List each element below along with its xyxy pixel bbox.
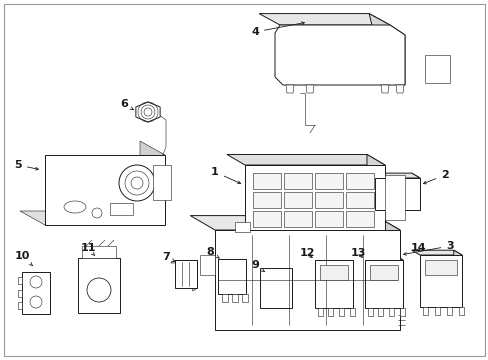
Polygon shape: [222, 294, 227, 302]
Polygon shape: [327, 308, 332, 316]
Polygon shape: [259, 14, 389, 25]
Circle shape: [131, 177, 142, 189]
Polygon shape: [374, 178, 419, 210]
Text: 12: 12: [299, 248, 314, 258]
Polygon shape: [364, 260, 402, 308]
Polygon shape: [252, 192, 281, 208]
Polygon shape: [284, 211, 311, 227]
Text: 4: 4: [250, 22, 304, 37]
Polygon shape: [411, 250, 461, 255]
Polygon shape: [411, 173, 419, 210]
Polygon shape: [367, 308, 372, 316]
Polygon shape: [244, 165, 384, 230]
Polygon shape: [240, 259, 245, 297]
Text: 13: 13: [349, 248, 365, 258]
Polygon shape: [20, 211, 164, 225]
Polygon shape: [253, 269, 291, 272]
Polygon shape: [369, 265, 397, 280]
Polygon shape: [366, 154, 384, 230]
Polygon shape: [368, 14, 404, 85]
Polygon shape: [218, 259, 245, 294]
Polygon shape: [285, 269, 291, 312]
Polygon shape: [317, 308, 323, 316]
Polygon shape: [305, 85, 313, 93]
Polygon shape: [366, 173, 419, 178]
Polygon shape: [345, 256, 352, 308]
Polygon shape: [136, 102, 160, 122]
Polygon shape: [307, 256, 352, 260]
Polygon shape: [349, 308, 354, 316]
Polygon shape: [388, 308, 393, 316]
Polygon shape: [357, 256, 402, 260]
Polygon shape: [18, 277, 22, 284]
Polygon shape: [346, 211, 373, 227]
Polygon shape: [45, 155, 164, 225]
Polygon shape: [170, 260, 197, 263]
Polygon shape: [140, 141, 164, 225]
Polygon shape: [422, 307, 427, 315]
Text: 8: 8: [206, 247, 219, 258]
Polygon shape: [284, 173, 311, 189]
Polygon shape: [274, 25, 404, 85]
Polygon shape: [252, 173, 281, 189]
Polygon shape: [192, 260, 197, 291]
Polygon shape: [314, 211, 342, 227]
Text: 2: 2: [423, 170, 448, 184]
Polygon shape: [200, 255, 215, 275]
Polygon shape: [446, 307, 451, 315]
Polygon shape: [338, 308, 343, 316]
Polygon shape: [212, 259, 245, 262]
Text: 1: 1: [211, 167, 240, 184]
Polygon shape: [453, 250, 461, 307]
Polygon shape: [424, 260, 456, 275]
Polygon shape: [285, 85, 293, 93]
Polygon shape: [346, 192, 373, 208]
Polygon shape: [22, 272, 50, 314]
Polygon shape: [215, 230, 399, 330]
Text: 9: 9: [250, 260, 264, 271]
Polygon shape: [377, 308, 382, 316]
Polygon shape: [226, 154, 384, 165]
Text: 6: 6: [120, 99, 133, 109]
Text: 10: 10: [14, 251, 33, 266]
Polygon shape: [231, 294, 238, 302]
Polygon shape: [252, 211, 281, 227]
Polygon shape: [458, 307, 463, 315]
Polygon shape: [260, 269, 291, 309]
Polygon shape: [424, 55, 449, 83]
Polygon shape: [314, 173, 342, 189]
Polygon shape: [319, 265, 347, 280]
Polygon shape: [190, 216, 399, 230]
Polygon shape: [384, 175, 404, 220]
Polygon shape: [110, 203, 133, 215]
Polygon shape: [346, 173, 373, 189]
Polygon shape: [395, 256, 402, 308]
Polygon shape: [78, 258, 120, 313]
Polygon shape: [18, 302, 22, 309]
Polygon shape: [175, 260, 197, 288]
Polygon shape: [242, 294, 247, 302]
Text: 7: 7: [162, 252, 175, 262]
Text: 3: 3: [403, 241, 453, 255]
Polygon shape: [380, 85, 388, 93]
Polygon shape: [314, 260, 352, 308]
Polygon shape: [284, 192, 311, 208]
Text: 5: 5: [14, 160, 38, 170]
Polygon shape: [18, 290, 22, 297]
Polygon shape: [235, 222, 249, 232]
Polygon shape: [395, 85, 403, 93]
Polygon shape: [153, 165, 171, 200]
Polygon shape: [82, 246, 116, 258]
Polygon shape: [314, 192, 342, 208]
Polygon shape: [419, 255, 461, 307]
Text: 14: 14: [409, 243, 425, 253]
Polygon shape: [399, 308, 404, 316]
Text: 11: 11: [80, 243, 96, 256]
Polygon shape: [374, 216, 399, 330]
Polygon shape: [434, 307, 439, 315]
